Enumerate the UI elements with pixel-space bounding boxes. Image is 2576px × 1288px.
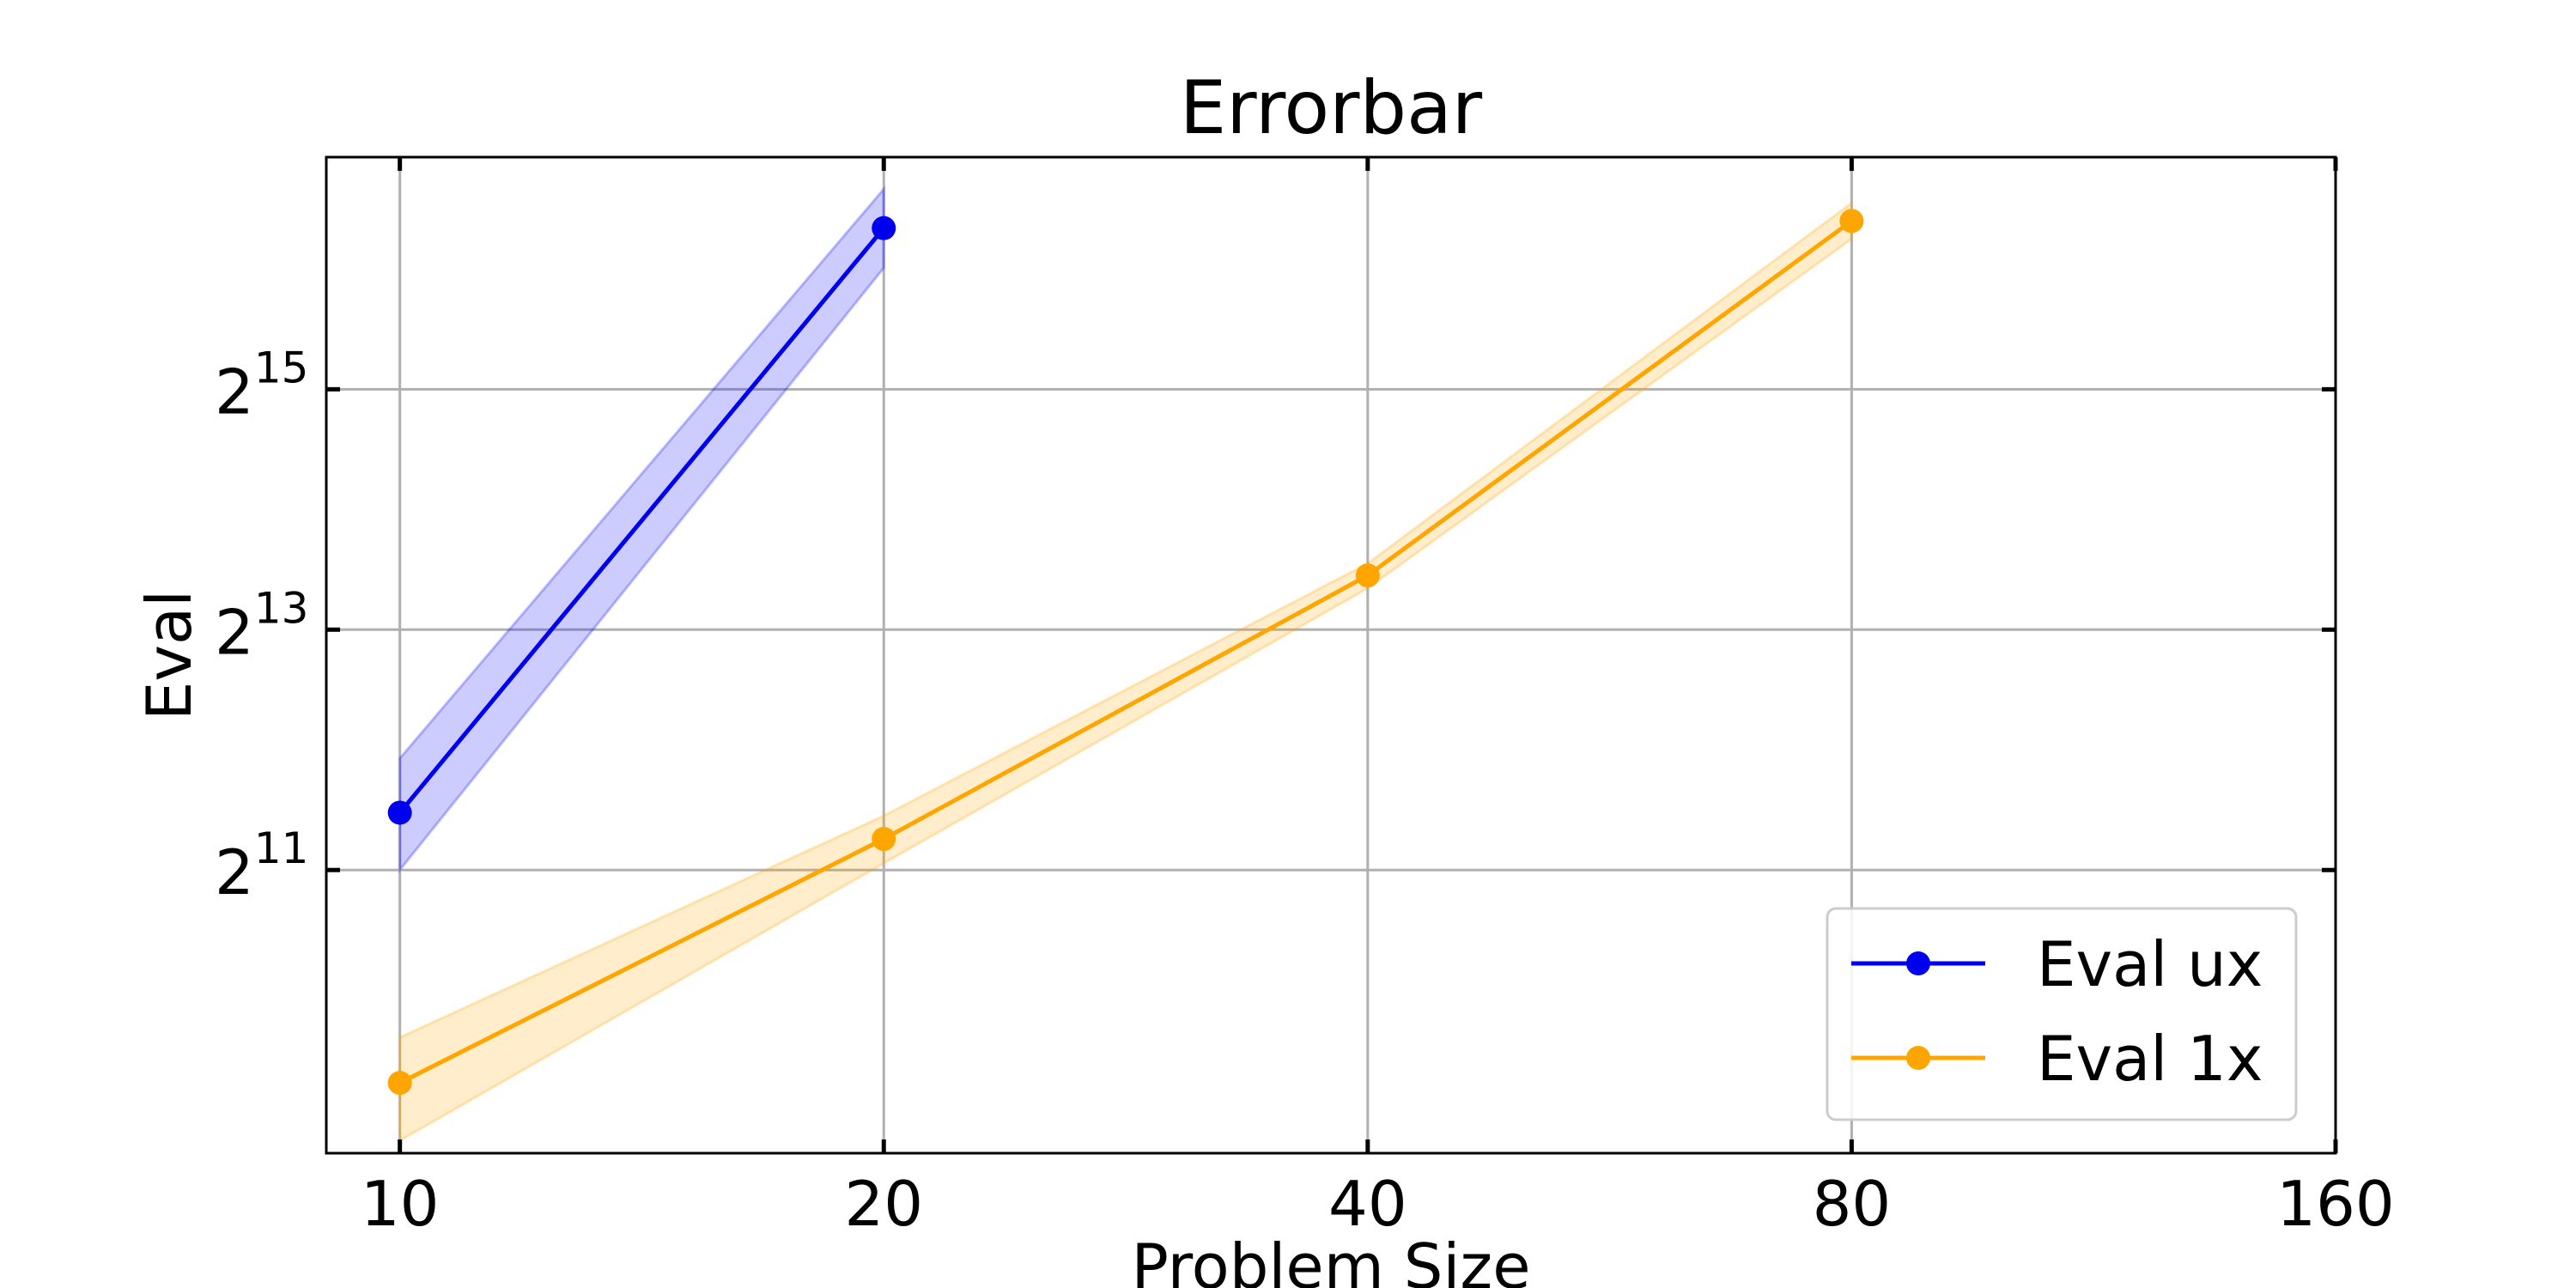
legend: Eval ux Eval 1x (1826, 907, 2298, 1121)
chart-title: Errorbar (1180, 65, 1483, 151)
series-line (398, 227, 886, 815)
series-line (398, 219, 1853, 1085)
series-points (387, 209, 1864, 1096)
data-point (872, 216, 896, 240)
axis-ticks (326, 157, 2338, 1153)
data-point (872, 827, 896, 852)
data-point (1839, 209, 1864, 234)
legend-label: Eval 1x (2037, 1023, 2263, 1095)
y-axis-label: Eval (133, 590, 205, 720)
x-tick-label: 20 (844, 1168, 923, 1240)
legend-marker (1906, 1046, 1930, 1070)
y-tick-label: 215 (215, 343, 308, 428)
x-tick-label: 40 (1328, 1168, 1407, 1240)
y-tick-label: 211 (215, 823, 308, 908)
x-tick-label: 80 (1813, 1168, 1892, 1240)
data-point (387, 1071, 412, 1096)
data-point (1355, 563, 1380, 588)
error-band (398, 200, 1853, 1143)
data-point (387, 800, 412, 825)
x-tick-label: 160 (2276, 1168, 2394, 1240)
y-tick-label: 213 (215, 583, 308, 668)
plot-area-frame (325, 155, 2337, 1155)
error-band (398, 185, 885, 874)
tick-labels: 10 20 40 80 160 211 213 215 (215, 343, 2395, 1240)
series-lines (398, 219, 1853, 1085)
legend-marker (1906, 951, 1930, 975)
legend-label: Eval ux (2037, 928, 2263, 1000)
x-tick-label: 10 (361, 1168, 440, 1240)
x-axis-label: Problem Size (1131, 1230, 1530, 1288)
error-bands (398, 185, 1853, 1143)
